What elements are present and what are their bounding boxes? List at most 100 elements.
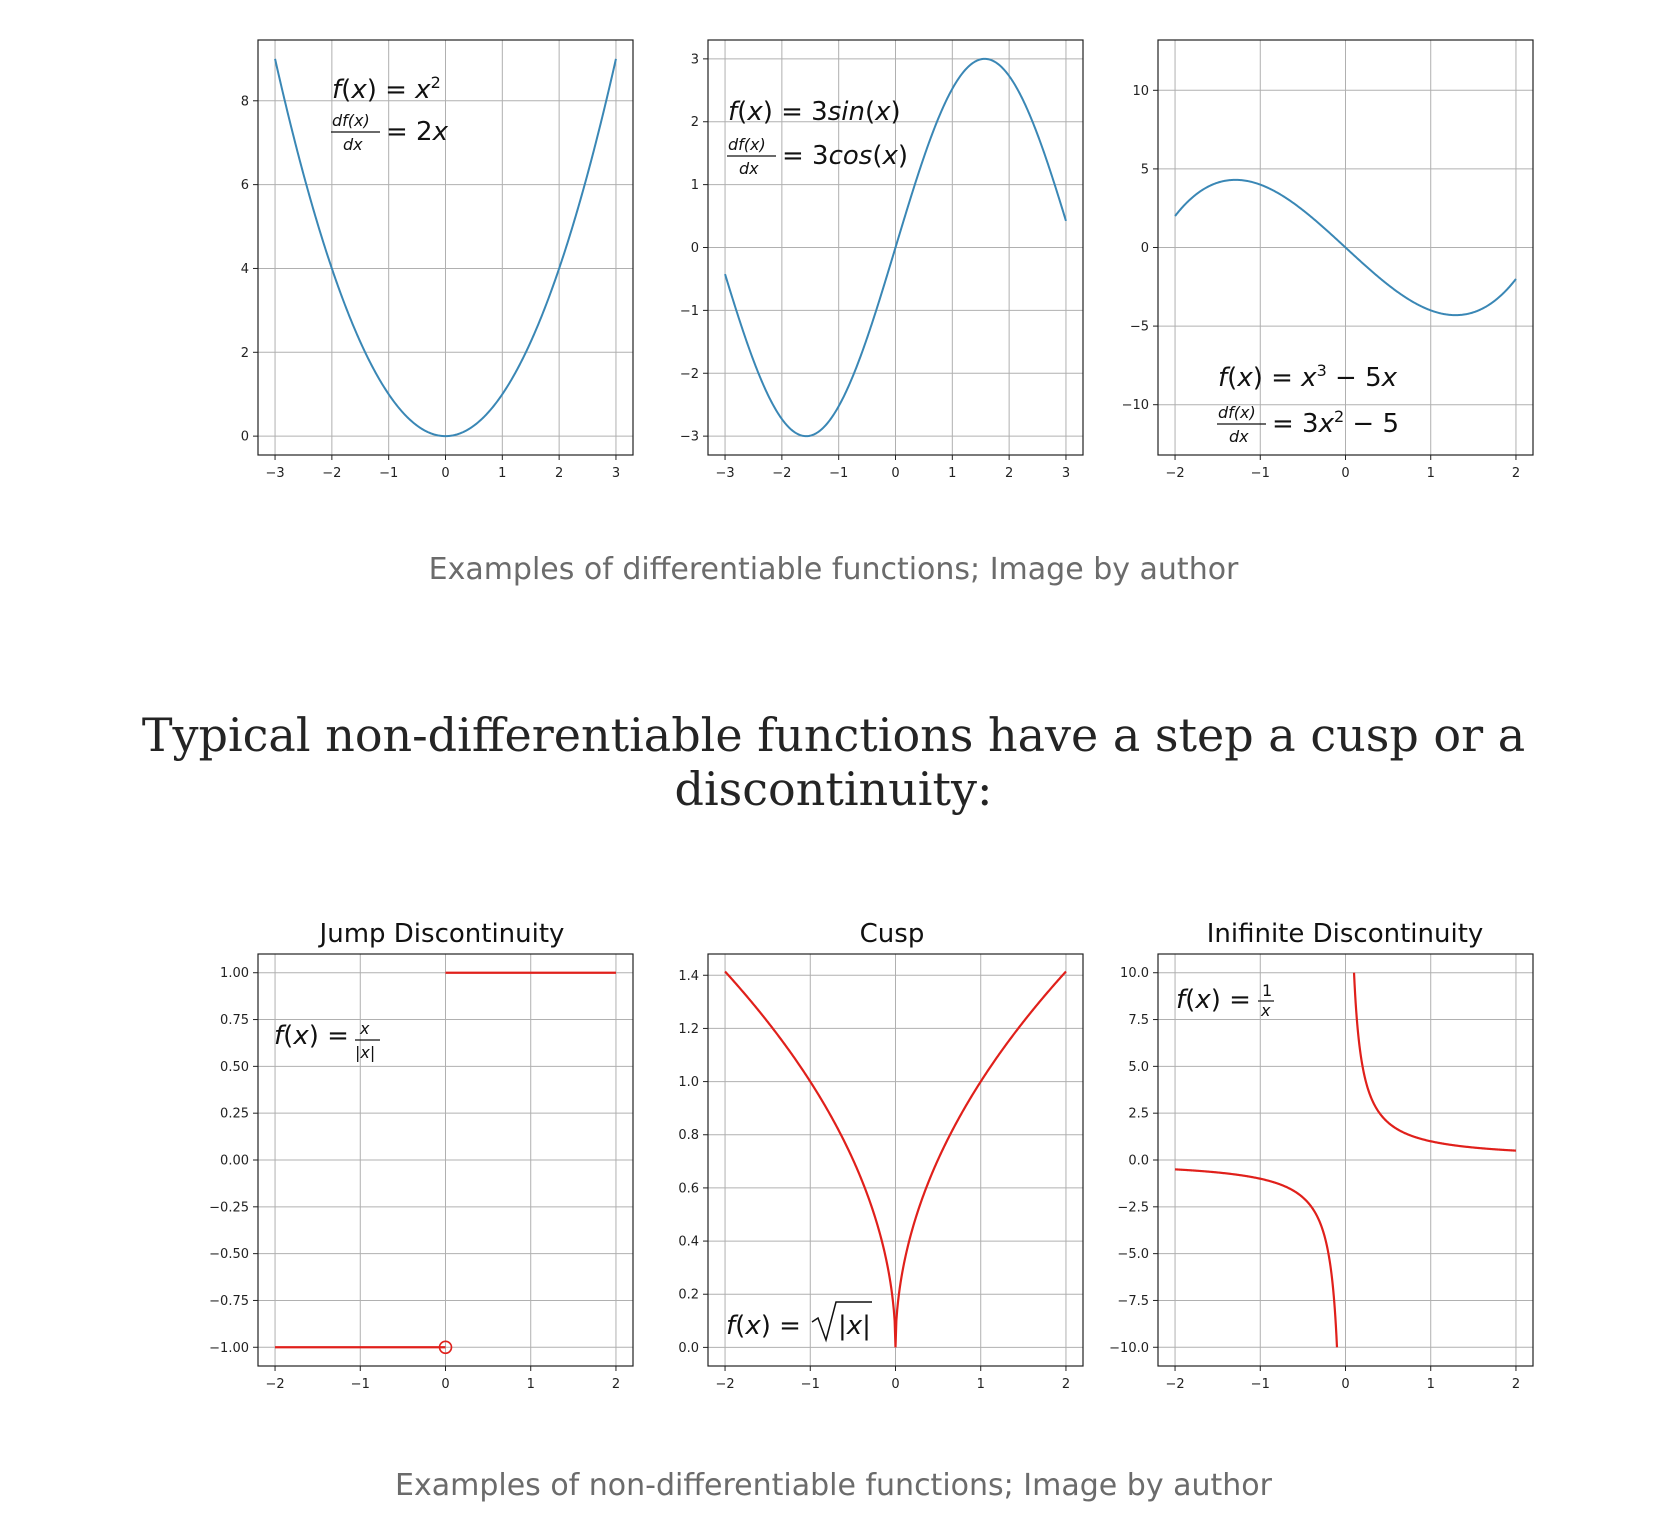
x-tick-label: 2 xyxy=(612,1377,620,1392)
x-tick-label: −1 xyxy=(801,1377,820,1392)
y-tick-label: −0.50 xyxy=(209,1247,249,1262)
y-tick-label: 1.2 xyxy=(678,1022,699,1037)
x-tick-label: 1 xyxy=(977,1377,985,1392)
annotation-function: f(x) = xyxy=(274,1021,349,1051)
y-tick-label: 2.5 xyxy=(1128,1107,1149,1122)
x-tick-label: 2 xyxy=(1062,1377,1070,1392)
x-tick-label: −3 xyxy=(715,466,734,481)
y-tick-label: 2 xyxy=(241,346,249,361)
y-tick-label: 0.50 xyxy=(220,1060,249,1075)
y-tick-label: 7.5 xyxy=(1128,1013,1149,1028)
y-tick-label: 10.0 xyxy=(1120,966,1149,981)
y-tick-label: −5.0 xyxy=(1117,1247,1149,1262)
chart-6-annotation: f(x) = 1 x xyxy=(1176,981,1274,1020)
annotation-denominator: |x| xyxy=(355,1043,375,1062)
y-tick-label: 0 xyxy=(691,241,699,256)
chart-4-annotation: f(x) = x |x| xyxy=(274,1019,380,1062)
chart-4-ticks: −2 −1 0 1 2 1.00 0.75 0.50 0.25 0.00 −0.25 −0.50 −0.… xyxy=(209,966,620,1392)
x-tick-label: −2 xyxy=(715,1377,734,1392)
x-tick-label: 1 xyxy=(498,466,506,481)
chart-3-annotation: f(x) = x3 − 5x df(x) dx = 3x2 − 5 xyxy=(1217,361,1399,446)
y-tick-label: −3 xyxy=(680,430,699,445)
annotation-derivative-value: = 2x xyxy=(386,117,449,147)
x-tick-label: −2 xyxy=(265,1377,284,1392)
chart-6-curve-left xyxy=(1174,1168,1339,1348)
x-tick-label: 0 xyxy=(891,1377,899,1392)
annotation-function: f(x) = x3 − 5x xyxy=(1218,361,1398,393)
annotation-numerator: x xyxy=(359,1019,370,1038)
chart-3-grid xyxy=(1158,40,1533,455)
chart-jump-discontinuity: Jump Discontinuity −2 −1 0 1 2 1.00 0.75 0.50 0.… xyxy=(209,919,634,1392)
x-tick-label: −2 xyxy=(1165,466,1184,481)
chart-2-grid xyxy=(708,40,1083,455)
y-tick-label: 8 xyxy=(241,94,249,109)
annotation-derivative-numerator: df(x) xyxy=(728,135,766,154)
chart-2-curve xyxy=(724,57,1067,438)
y-tick-label: −2.5 xyxy=(1117,1200,1149,1215)
x-tick-label: −2 xyxy=(1165,1377,1184,1392)
open-point-marker xyxy=(438,1340,453,1355)
y-tick-label: −5 xyxy=(1130,320,1149,335)
chart-6-curve-right xyxy=(1352,972,1517,1152)
y-tick-label: −7.5 xyxy=(1117,1294,1149,1309)
chart-3-curve xyxy=(1174,178,1517,317)
annotation-function: f(x) = xyxy=(726,1311,801,1341)
annotation-denominator: x xyxy=(1260,1001,1271,1020)
annotation-derivative-denominator: dx xyxy=(739,159,759,178)
annotation-derivative-numerator: df(x) xyxy=(332,111,370,130)
y-tick-label: −10 xyxy=(1122,398,1149,413)
x-tick-label: 0 xyxy=(441,1377,449,1392)
y-tick-label: 6 xyxy=(241,178,249,193)
x-tick-label: −3 xyxy=(265,466,284,481)
caption-differentiable: Examples of differentiable functions; Im… xyxy=(428,552,1239,587)
y-tick-label: 1.0 xyxy=(678,1075,699,1090)
section-heading: Typical non-differentiable functions hav… xyxy=(141,708,1526,816)
x-tick-label: 2 xyxy=(555,466,563,481)
y-tick-label: 0 xyxy=(241,430,249,445)
y-tick-label: −0.25 xyxy=(209,1200,249,1215)
sqrt-sign xyxy=(811,1301,872,1343)
y-tick-label: 0.75 xyxy=(220,1013,249,1028)
y-tick-label: 0.8 xyxy=(678,1128,699,1143)
chart-1-curve xyxy=(274,58,617,438)
chart-three-sin: −3 −2 −1 0 1 2 3 −3 −2 −1 0 1 2 3 f(x) = 3sin(x) df(x… xyxy=(680,39,1084,481)
y-tick-label: 0.6 xyxy=(678,1181,699,1196)
x-tick-label: 1 xyxy=(1427,1377,1435,1392)
x-tick-label: −2 xyxy=(322,466,341,481)
chart-title: Inifinite Discontinuity xyxy=(1207,919,1484,949)
chart-5-grid xyxy=(708,954,1083,1366)
chart-5-curve xyxy=(724,970,1067,1348)
chart-2-ticks: −3 −2 −1 0 1 2 3 −3 −2 −1 0 1 2 3 xyxy=(680,52,1070,481)
chart-x-squared: −3 −2 −1 0 1 2 3 0 2 4 6 8 f(x) = x2 df(x) dx = 2x xyxy=(241,39,634,481)
annotation-derivative-denominator: dx xyxy=(1229,427,1249,446)
x-tick-label: 3 xyxy=(612,466,620,481)
y-tick-label: 2 xyxy=(691,115,699,130)
y-tick-label: 0.4 xyxy=(678,1235,699,1250)
annotation-derivative-denominator: dx xyxy=(343,135,363,154)
y-tick-label: 0.00 xyxy=(220,1154,249,1169)
caption-non-differentiable: Examples of non-differentiable functions… xyxy=(395,1468,1272,1503)
chart-6-grid xyxy=(1158,954,1533,1366)
y-tick-label: −10.0 xyxy=(1109,1341,1149,1356)
x-tick-label: −2 xyxy=(772,466,791,481)
x-tick-label: 1 xyxy=(1427,466,1435,481)
annotation-derivative-value: = 3cos(x) xyxy=(782,141,908,171)
chart-1-annotation: f(x) = x2 df(x) dx = 2x xyxy=(331,73,449,154)
x-tick-label: −1 xyxy=(1251,1377,1270,1392)
y-tick-label: 1 xyxy=(691,178,699,193)
y-tick-label: −1.00 xyxy=(209,1341,249,1356)
annotation-numerator: 1 xyxy=(1262,981,1272,1000)
y-tick-label: 5.0 xyxy=(1128,1060,1149,1075)
x-tick-label: −1 xyxy=(1251,466,1270,481)
x-tick-label: 1 xyxy=(948,466,956,481)
y-tick-label: 0 xyxy=(1141,241,1149,256)
chart-5-ticks: −2 −1 0 1 2 0.0 0.2 0.4 0.6 0.8 1.0 1.2 1.4 xyxy=(678,969,1070,1392)
annotation-derivative-value: = 3x2 − 5 xyxy=(1272,407,1399,439)
chart-4-grid xyxy=(258,954,633,1366)
y-tick-label: 3 xyxy=(691,52,699,67)
annotation-function: f(x) = 3sin(x) xyxy=(728,97,901,127)
chart-5-annotation: f(x) = |x| xyxy=(726,1301,872,1343)
